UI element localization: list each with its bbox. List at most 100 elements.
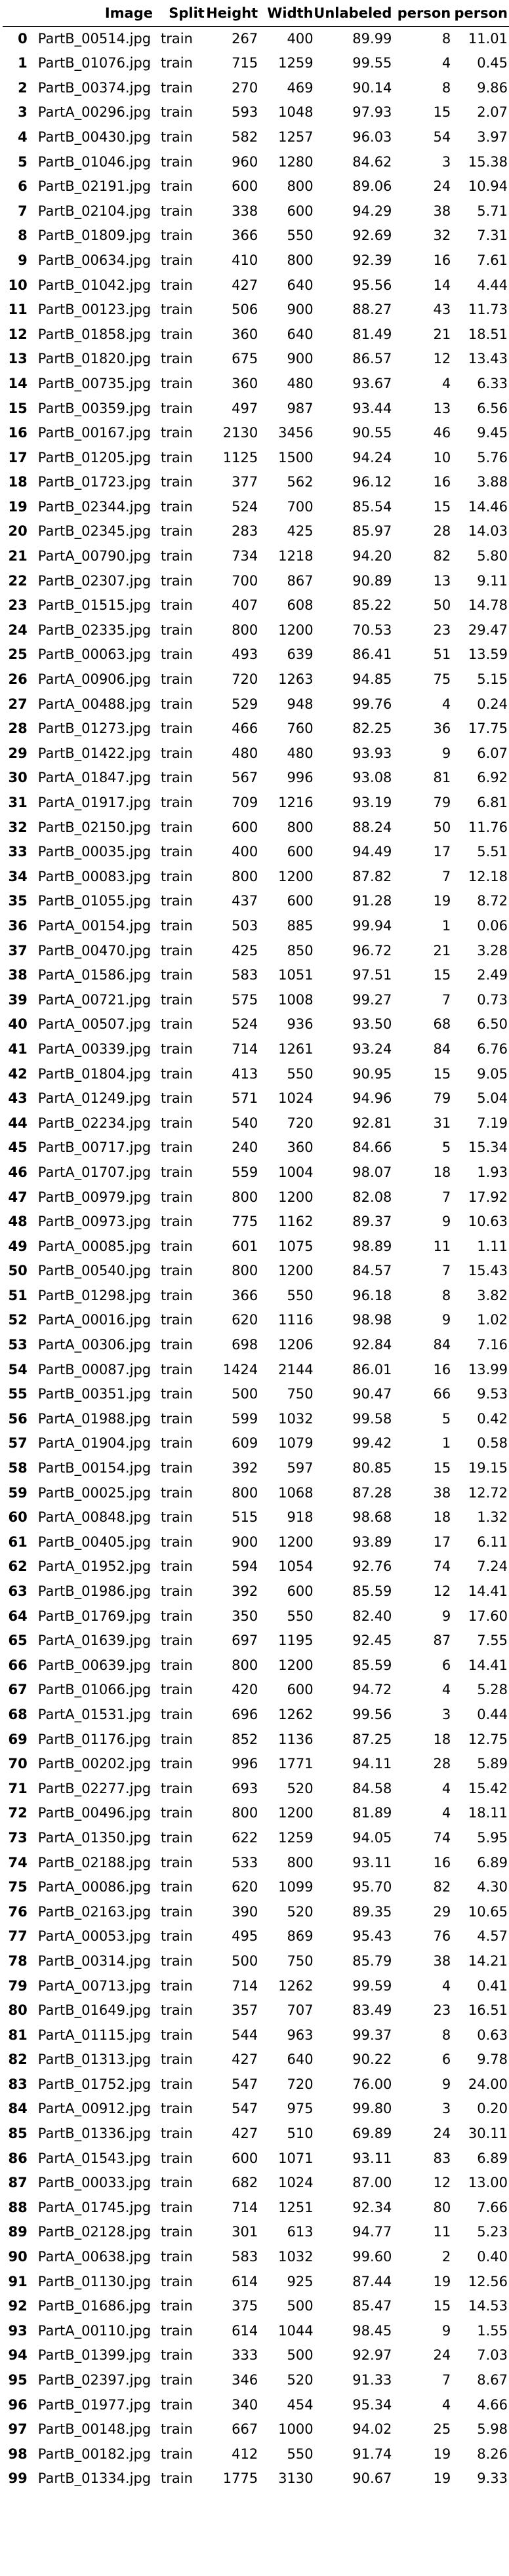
table-row: 1 PartB_01076.jpg train 715 1259 99.55 4 0.45 [3,51,509,76]
cell-person-percent: 4.44 [477,277,508,293]
table-row: 62 PartA_01952.jpg train 594 1054 92.76 74 7.24 [3,1555,509,1579]
cell-person-count: 4 [441,1977,451,1994]
table-row: 46 PartA_01707.jpg train 559 1004 98.07 18 1.93 [3,1160,509,1185]
cell-height: 800 [232,1484,258,1501]
cell-height: 375 [232,2298,258,2314]
cell-person-percent: 13.59 [468,646,508,663]
table-row: 47 PartB_00979.jpg train 800 1200 82.08 7 17.92 [3,1185,509,1210]
cell-person-count: 46 [433,425,451,441]
row-index: 94 [8,2347,28,2364]
cell-split: train [161,252,193,268]
table-row: 12 PartB_01858.jpg train 360 640 81.49 21 18.51 [3,323,509,347]
row-index: 32 [8,819,28,835]
cell-unlabeled: 99.59 [352,1977,392,1994]
row-index: 99 [8,2470,28,2487]
cell-width: 1200 [278,868,314,884]
row-index: 66 [8,1657,28,1673]
cell-width: 869 [287,1928,314,1945]
cell-unlabeled: 94.11 [352,1756,392,1772]
cell-image: PartB_01042.jpg [37,277,152,293]
cell-unlabeled: 90.89 [352,572,392,589]
cell-unlabeled: 99.76 [352,696,392,712]
cell-image: PartB_00639.jpg [37,1657,152,1673]
table-row: 19 PartB_02344.jpg train 524 700 85.54 15 14.46 [3,495,509,520]
cell-unlabeled: 94.24 [352,449,392,466]
cell-person-count: 4 [441,375,451,391]
cell-person-count: 28 [433,1756,451,1772]
table-row: 86 PartA_01543.jpg train 600 1071 93.11 83 6.89 [3,2147,509,2171]
cell-split: train [161,2347,193,2364]
cell-person-percent: 9.11 [477,572,508,589]
table-row: 84 PartA_00912.jpg train 547 975 99.80 3 0.20 [3,2097,509,2122]
cell-person-count: 9 [441,745,451,761]
cell-unlabeled: 99.56 [352,1706,392,1722]
cell-person-percent: 5.89 [477,1756,508,1772]
cell-person-percent: 14.78 [468,597,508,614]
column-header-person-percent: person [454,5,508,21]
cell-split: train [161,868,193,884]
cell-width: 1044 [278,2322,314,2339]
cell-person-percent: 1.32 [477,1509,508,1526]
cell-person-count: 50 [433,819,451,835]
cell-unlabeled: 93.08 [352,770,392,786]
cell-width: 1071 [278,2150,314,2166]
cell-width: 720 [287,1115,314,1131]
row-index: 25 [8,646,28,663]
cell-split: train [161,55,193,71]
cell-split: train [161,2249,193,2265]
cell-height: 593 [232,104,258,121]
cell-unlabeled: 94.96 [352,1090,392,1107]
row-index: 40 [8,1016,28,1033]
cell-image: PartB_00496.jpg [37,1805,152,1821]
cell-image: PartA_01917.jpg [37,795,152,810]
cell-person-percent: 7.66 [477,2199,508,2215]
cell-person-count: 8 [441,79,451,96]
cell-split: train [161,2372,193,2388]
cell-person-percent: 29.47 [468,622,508,638]
cell-person-percent: 14.46 [468,498,508,515]
cell-image: PartB_01649.jpg [37,2002,152,2019]
table-row: 24 PartB_02335.jpg train 800 1200 70.53 23 29.4… [3,618,509,643]
cell-unlabeled: 92.84 [352,1337,392,1353]
table-row: 96 PartB_01977.jpg train 340 454 95.34 4 4.66 [3,2393,509,2418]
cell-person-percent: 13.43 [468,351,508,367]
cell-width: 1116 [278,1312,314,1328]
cell-split: train [161,2322,193,2339]
cell-split: train [161,1484,193,1501]
cell-image: PartB_00123.jpg [37,302,152,318]
row-index: 16 [8,425,28,441]
cell-unlabeled: 85.54 [352,498,392,515]
cell-split: train [161,79,193,96]
cell-width: 1261 [278,1040,314,1057]
cell-person-percent: 6.56 [477,400,508,416]
cell-unlabeled: 84.66 [352,1139,392,1156]
cell-person-count: 38 [433,203,451,219]
table-row: 9 PartB_00634.jpg train 410 800 92.39 16 7.61 [3,248,509,273]
cell-image: PartB_00973.jpg [37,1214,152,1230]
cell-height: 775 [232,1214,258,1230]
cell-person-percent: 8.67 [477,2372,508,2388]
row-index: 28 [8,721,28,737]
cell-width: 987 [287,400,314,416]
cell-unlabeled: 92.97 [352,2347,392,2364]
cell-split: train [161,1460,193,1476]
row-index: 58 [8,1460,28,1476]
row-index: 36 [8,917,28,934]
row-index: 92 [8,2298,28,2314]
cell-person-count: 4 [441,1682,451,1698]
cell-split: train [161,548,193,565]
cell-image: PartB_02191.jpg [37,178,152,195]
cell-person-count: 6 [441,2051,451,2068]
row-index: 27 [8,696,28,712]
cell-split: train [161,1534,193,1550]
cell-person-percent: 17.60 [468,1608,508,1624]
cell-width: 520 [287,2372,314,2388]
cell-unlabeled: 93.93 [352,745,392,761]
cell-image: PartB_02344.jpg [37,498,152,515]
cell-split: train [161,795,193,810]
cell-height: 614 [232,2322,258,2339]
cell-width: 600 [287,893,314,909]
cell-person-percent: 17.75 [468,721,508,737]
cell-person-count: 10 [433,449,451,466]
cell-width: 520 [287,1780,314,1796]
